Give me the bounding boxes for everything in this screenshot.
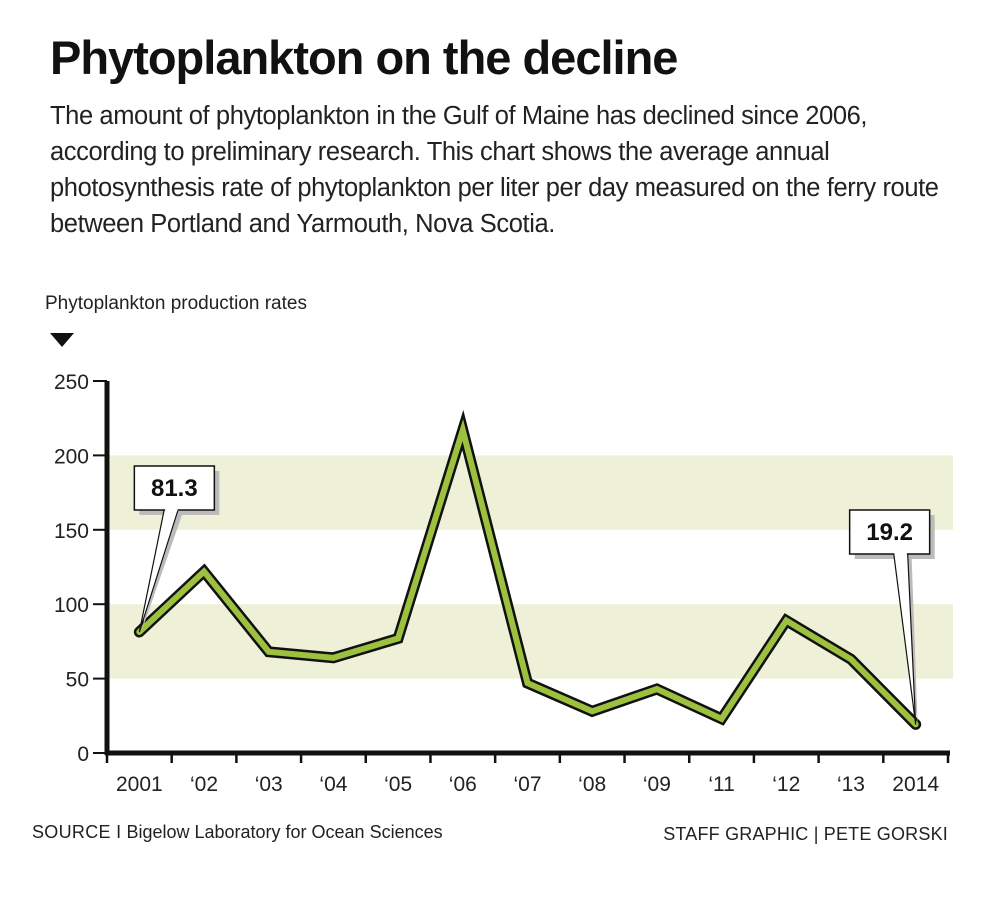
y-tick-label: 150 <box>54 520 89 543</box>
x-tick-label: ‘08 <box>578 773 606 796</box>
source-note: SOURCE I Bigelow Laboratory for Ocean Sc… <box>32 822 443 843</box>
data-point <box>590 709 594 713</box>
callout-label: 19.2 <box>866 519 913 546</box>
x-tick-label: ‘11 <box>708 773 734 796</box>
x-tick-label: ‘02 <box>190 773 218 796</box>
callout-joint <box>165 508 178 511</box>
data-point <box>526 681 529 685</box>
x-tick-label: ‘13 <box>837 773 865 796</box>
chart-title: Phytoplankton on the decline <box>50 31 678 84</box>
data-point <box>849 657 853 661</box>
source-name: Bigelow Laboratory for Ocean Sciences <box>126 822 443 842</box>
down-triangle-icon <box>50 333 74 347</box>
y-tick-label: 50 <box>66 669 89 692</box>
y-tick-label: 200 <box>54 445 89 468</box>
x-tick-label: ‘04 <box>319 773 347 796</box>
x-axis-ticks: 2001 ‘02 ‘03 ‘04 ‘05 ‘06 ‘07 ‘08 ‘09 ‘11 ‘12 ‘13 201… <box>105 753 950 796</box>
chart-description: The amount of phytoplankton in the Gulf … <box>50 102 939 238</box>
data-point <box>267 650 271 654</box>
y-axis-unit-label: Phytoplankton production rates <box>45 293 307 314</box>
value-callout: 19.2 <box>848 509 935 725</box>
shaded-bands <box>107 455 953 679</box>
source-label: SOURCE I <box>32 822 122 842</box>
callout-joint <box>894 552 907 555</box>
x-tick-label: ‘03 <box>255 773 283 796</box>
data-point <box>202 569 206 573</box>
data-point <box>331 656 335 660</box>
data-series <box>133 409 922 730</box>
data-point <box>461 428 465 432</box>
data-point <box>720 717 724 721</box>
graphic-credit: STAFF GRAPHIC | PETE GORSKI <box>663 824 948 844</box>
x-tick-label: 2001 <box>116 773 163 796</box>
value-callout: 81.3 <box>133 465 220 633</box>
data-point <box>784 619 788 623</box>
data-point <box>396 636 400 640</box>
callout-box <box>133 465 216 511</box>
callout-label: 81.3 <box>151 475 198 502</box>
callout-pointer-shadow <box>141 514 183 633</box>
x-tick-label: ‘05 <box>384 773 412 796</box>
callouts: 81.3 19.2 <box>133 465 935 725</box>
x-tick-label: ‘06 <box>449 773 477 796</box>
axes <box>104 381 950 756</box>
callout-box <box>848 509 931 555</box>
shaded-band <box>107 455 953 530</box>
data-point <box>655 687 659 691</box>
y-tick-label: 100 <box>54 594 89 617</box>
x-tick-label: 2014 <box>892 773 939 796</box>
y-tick-label: 250 <box>54 371 89 394</box>
x-tick-label: ‘07 <box>513 773 541 796</box>
y-axis-ticks: 0 50 100 150 200 250 <box>54 371 107 766</box>
y-tick-label: 0 <box>77 743 89 766</box>
x-tick-label: ‘09 <box>643 773 671 796</box>
x-tick-label: ‘12 <box>772 773 800 796</box>
